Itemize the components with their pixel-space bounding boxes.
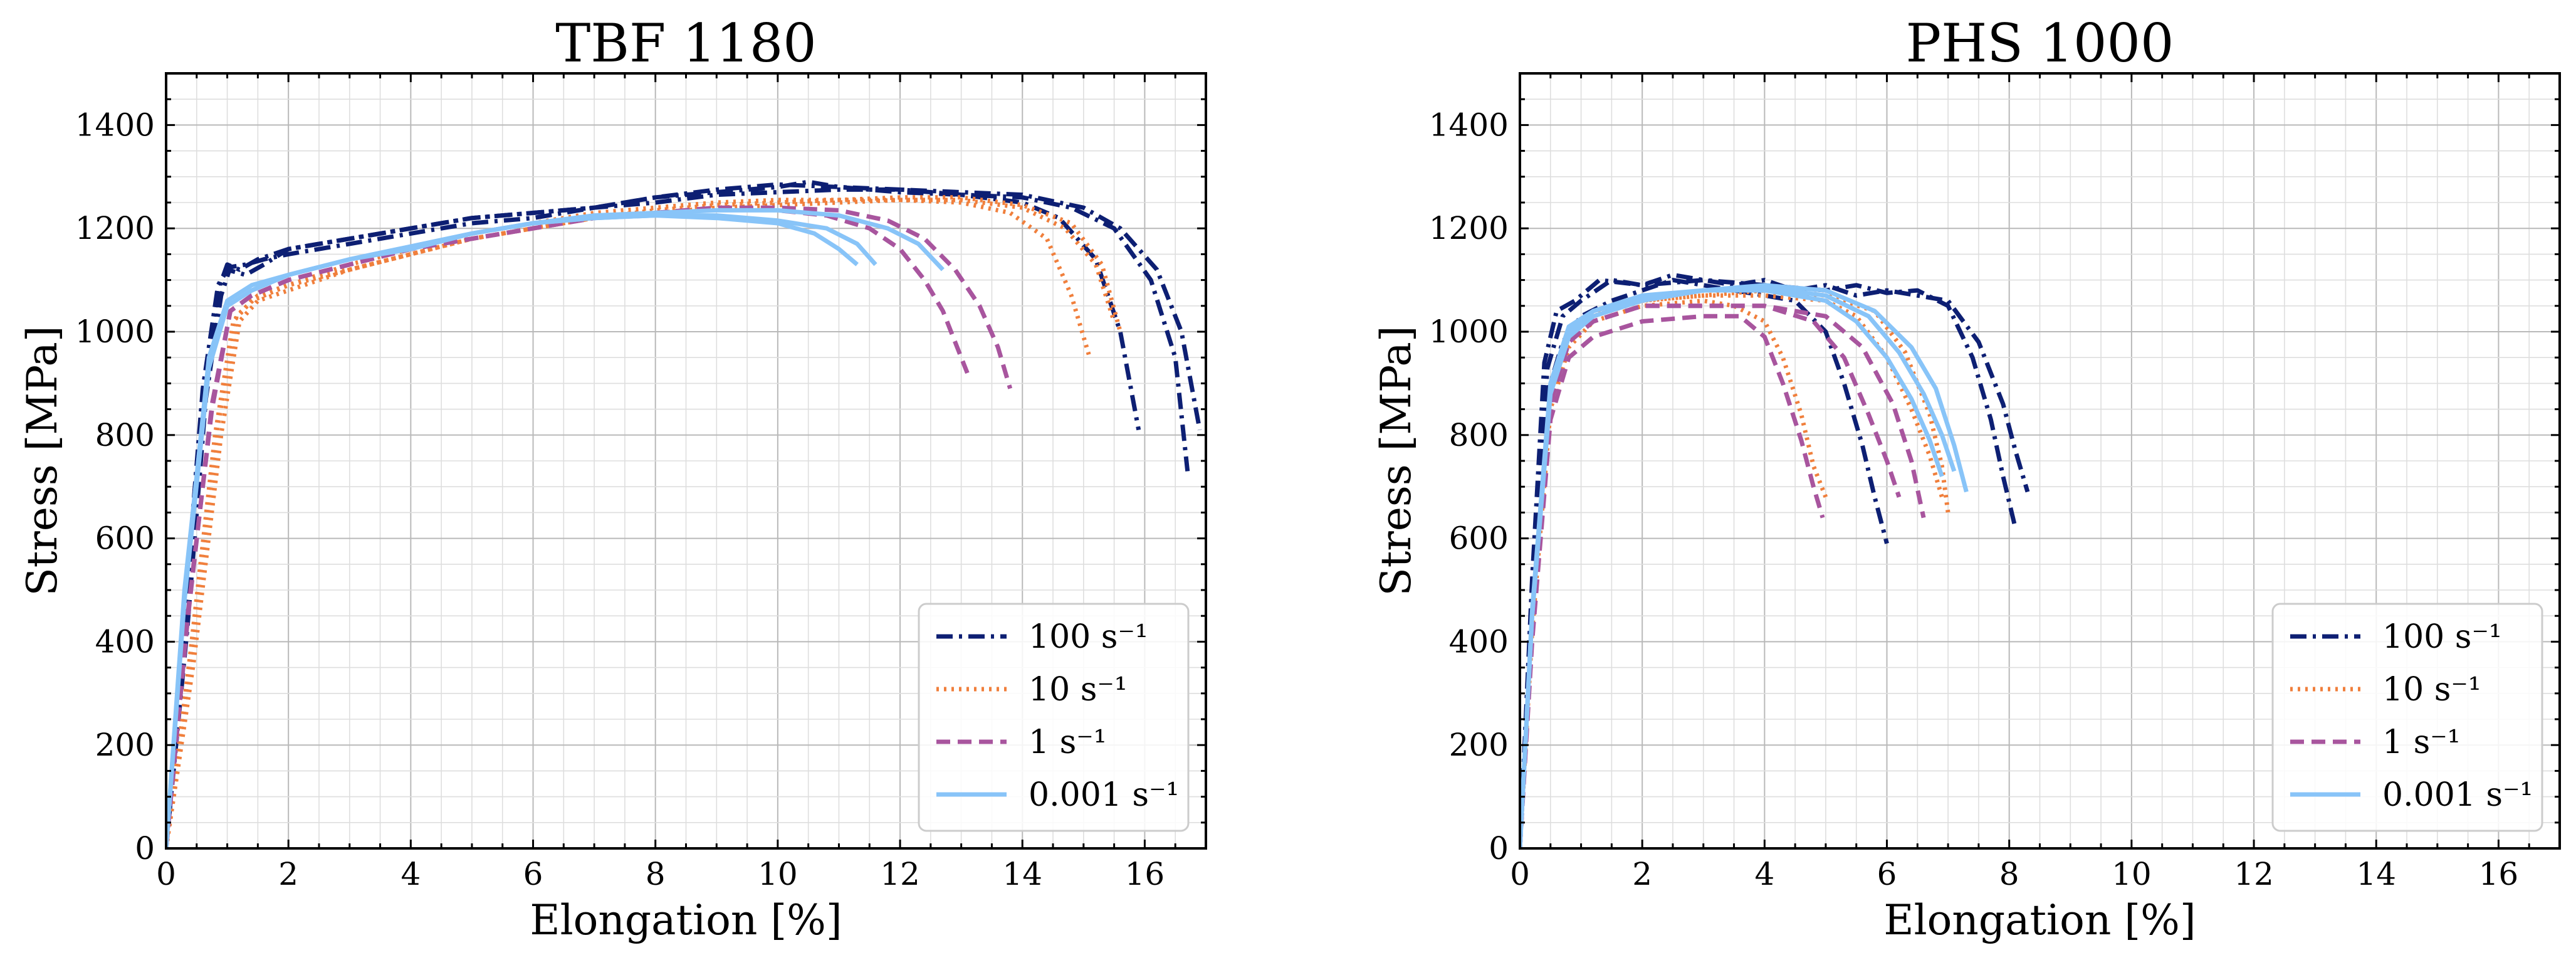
ticks: 0 2 4 6 8 10 12 14 16 0 200 400 600 800 1000 1200 1400 bbox=[1429, 72, 2561, 892]
y-tick-label: 600 bbox=[1449, 520, 1509, 557]
series-line-1-1 bbox=[1520, 314, 1825, 848]
legend-label: 0.001 s⁻¹ bbox=[1029, 776, 1179, 814]
series-group bbox=[166, 179, 1202, 848]
legend: 100 s⁻¹ 10 s⁻¹ 1 s⁻¹ 0.001 s⁻¹ bbox=[918, 603, 1190, 832]
y-tick-label: 1200 bbox=[1429, 210, 1509, 246]
legend-box bbox=[918, 603, 1190, 832]
x-tick-label: 16 bbox=[1125, 856, 1165, 892]
legend-label: 10 s⁻¹ bbox=[1029, 671, 1128, 709]
x-tick-label: 6 bbox=[523, 856, 543, 892]
legend-label: 10 s⁻¹ bbox=[2382, 671, 2481, 709]
series-line-0-001-1 bbox=[166, 213, 859, 848]
y-tick-label: 200 bbox=[1449, 727, 1509, 763]
y-axis-label: Stress [MPa] bbox=[18, 326, 66, 596]
series-line-10-3 bbox=[1520, 288, 1950, 848]
y-tick-label: 800 bbox=[1449, 417, 1509, 453]
series-line-1-2 bbox=[1520, 303, 1902, 848]
y-tick-label: 1000 bbox=[1429, 314, 1509, 350]
series-line-1-3 bbox=[1520, 303, 1926, 848]
x-tick-label: 4 bbox=[401, 856, 421, 892]
legend-box bbox=[2271, 603, 2543, 832]
legend-label: 100 s⁻¹ bbox=[1029, 618, 1148, 656]
panel-tbf-1180: 0 2 4 6 8 10 12 14 16 0 200 400 600 800 1000 1200 1400 TB… bbox=[18, 13, 1207, 944]
series-line-1-1 bbox=[166, 205, 970, 848]
y-tick-label: 800 bbox=[95, 417, 155, 453]
x-tick-label: 4 bbox=[1754, 856, 1774, 892]
grid bbox=[1519, 73, 2560, 849]
x-tick-label: 2 bbox=[278, 856, 298, 892]
legend-label: 1 s⁻¹ bbox=[2382, 724, 2461, 761]
ticks: 0 2 4 6 8 10 12 14 16 0 200 400 600 800 1000 1200 1400 bbox=[75, 72, 1207, 892]
series-line-0-001-2 bbox=[1520, 285, 1957, 848]
y-tick-label: 1400 bbox=[75, 107, 155, 143]
x-tick-label: 14 bbox=[2356, 856, 2396, 892]
y-tick-label: 0 bbox=[1489, 830, 1509, 867]
legend: 100 s⁻¹ 10 s⁻¹ 1 s⁻¹ 0.001 s⁻¹ bbox=[2271, 603, 2543, 832]
legend-label: 1 s⁻¹ bbox=[1029, 724, 1107, 761]
series-group bbox=[1520, 272, 2030, 848]
x-tick-label: 8 bbox=[1999, 856, 2019, 892]
x-tick-label: 2 bbox=[1632, 856, 1652, 892]
chart-title: TBF 1180 bbox=[555, 13, 817, 74]
y-tick-label: 400 bbox=[1449, 623, 1509, 660]
y-tick-label: 0 bbox=[135, 830, 155, 867]
x-tick-label: 8 bbox=[646, 856, 666, 892]
panel-phs-1000: 0 2 4 6 8 10 12 14 16 0 200 400 600 800 1000 1200 1400 PH… bbox=[1372, 13, 2561, 944]
y-tick-label: 600 bbox=[95, 520, 155, 557]
x-axis-label: Elongation [%] bbox=[1883, 896, 2196, 944]
chart-title: PHS 1000 bbox=[1906, 13, 2174, 74]
x-tick-label: 10 bbox=[2112, 856, 2152, 892]
legend-label: 100 s⁻¹ bbox=[2382, 618, 2502, 656]
x-axis-label: Elongation [%] bbox=[530, 896, 842, 944]
series-line-100-2 bbox=[166, 182, 1190, 848]
y-tick-label: 1000 bbox=[75, 314, 155, 350]
x-tick-label: 0 bbox=[1510, 856, 1530, 892]
x-tick-label: 12 bbox=[880, 856, 920, 892]
series-line-1-2 bbox=[166, 205, 1013, 848]
y-axis-label: Stress [MPa] bbox=[1372, 326, 1420, 596]
y-tick-label: 200 bbox=[95, 727, 155, 763]
series-line-0-001-3 bbox=[1520, 283, 1969, 848]
legend-label: 0.001 s⁻¹ bbox=[2382, 776, 2533, 814]
x-tick-label: 10 bbox=[758, 856, 798, 892]
series-line-0-001-2 bbox=[166, 213, 877, 848]
x-tick-label: 16 bbox=[2479, 856, 2519, 892]
series-line-0-001-3 bbox=[166, 208, 945, 848]
series-line-100-3 bbox=[1520, 272, 2030, 848]
y-tick-label: 1200 bbox=[75, 210, 155, 246]
series-line-100-3 bbox=[166, 187, 1202, 848]
x-tick-label: 0 bbox=[156, 856, 176, 892]
x-tick-label: 14 bbox=[1002, 856, 1042, 892]
x-tick-label: 6 bbox=[1877, 856, 1897, 892]
x-tick-label: 12 bbox=[2234, 856, 2274, 892]
y-tick-label: 400 bbox=[95, 623, 155, 660]
y-tick-label: 1400 bbox=[1429, 107, 1509, 143]
